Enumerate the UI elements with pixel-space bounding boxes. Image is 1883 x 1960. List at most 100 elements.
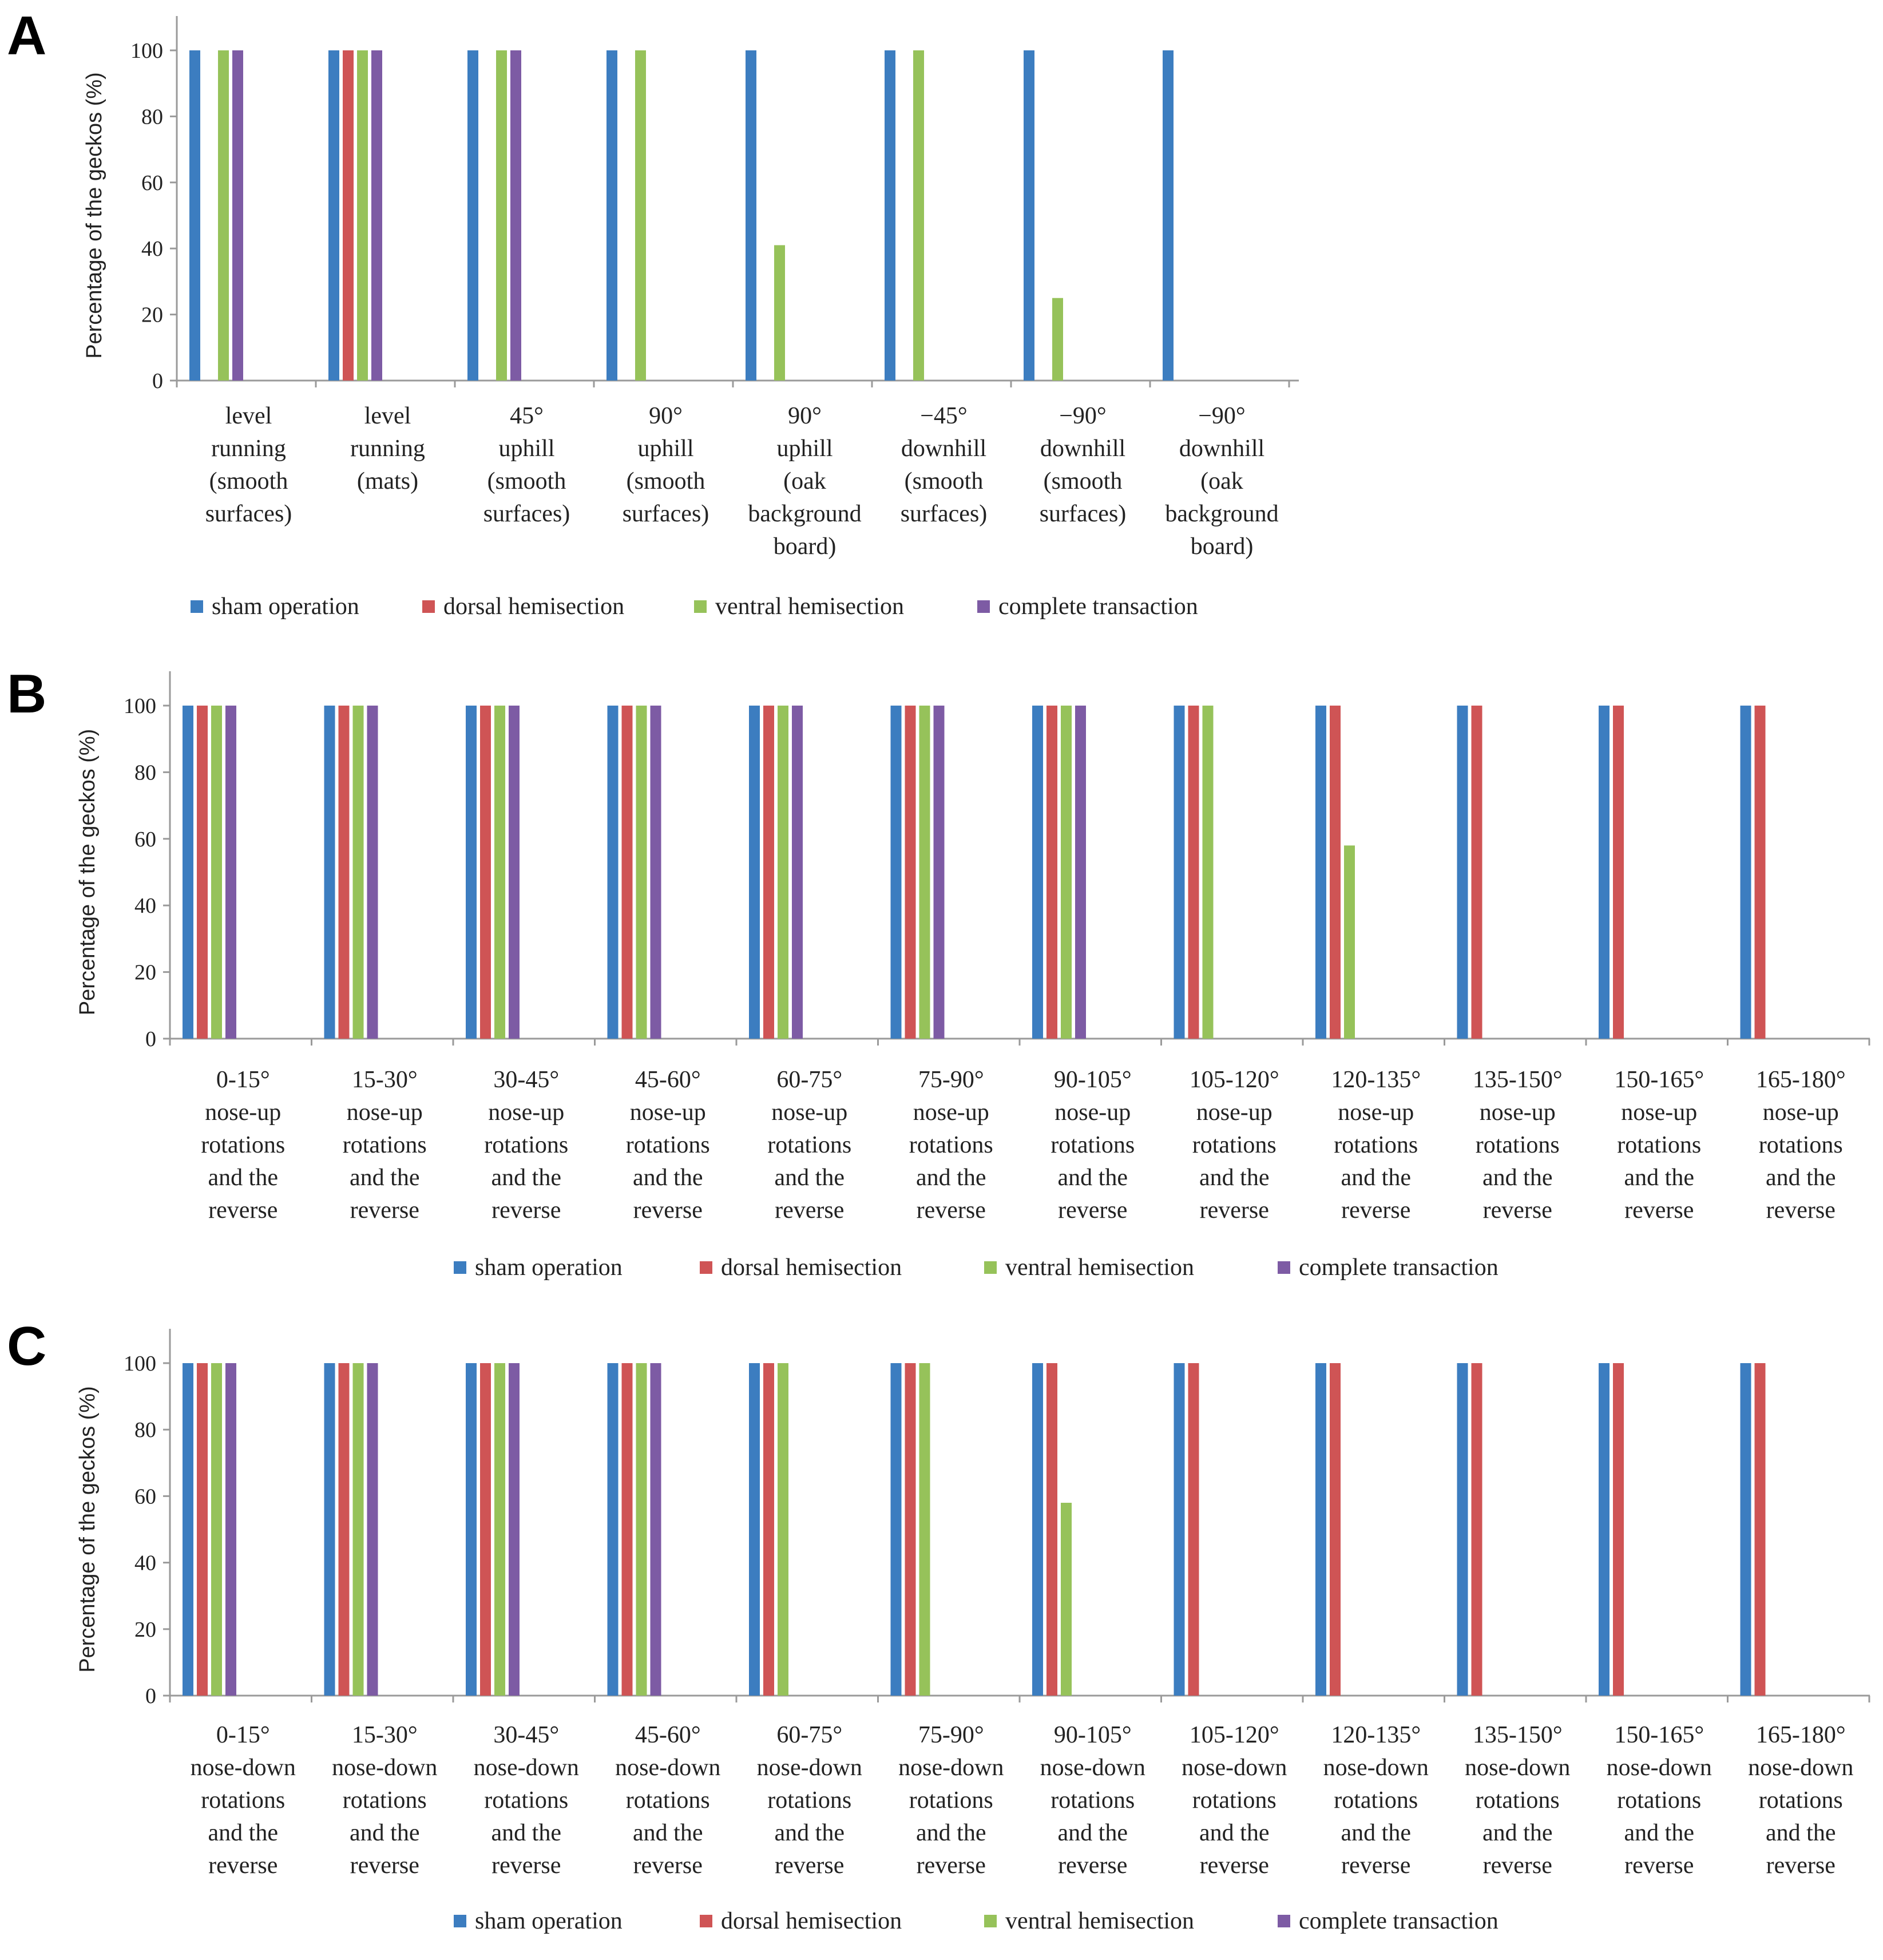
y-tick-label: 20 [134, 1618, 156, 1642]
legend-label: complete transaction [1299, 1254, 1499, 1281]
bar-ventral-hemisection [1344, 845, 1355, 1039]
y-tick-label: 80 [141, 105, 163, 129]
x-category-label: 15-30° nose-down rotations and the reverse [332, 1722, 437, 1879]
bar-sham-operation [1024, 50, 1034, 381]
y-tick-label: 60 [141, 171, 163, 195]
bar-sham-operation [1315, 706, 1326, 1039]
x-category-label: 90-105° nose-up rotations and the reverse [1050, 1067, 1135, 1223]
x-category-label: 30-45° nose-down rotations and the reverse [474, 1722, 579, 1879]
bar-complete-transaction [509, 706, 520, 1039]
bar-sham-operation [1740, 1363, 1751, 1696]
bar-dorsal-hemisection [763, 706, 774, 1039]
bar-dorsal-hemisection [1046, 1363, 1057, 1696]
bar-ventral-hemisection [494, 706, 505, 1039]
x-category-label: 75-90° nose-up rotations and the reverse [909, 1067, 993, 1223]
y-axis-title: Percentage of the geckos (%) [82, 72, 106, 359]
bar-dorsal-hemisection [1754, 1363, 1766, 1696]
bar-sham-operation [885, 50, 895, 381]
x-category-label: 60-75° nose-up rotations and the reverse [767, 1067, 851, 1223]
bar-sham-operation [746, 50, 756, 381]
bar-complete-transaction [367, 706, 378, 1039]
legend-swatch [191, 600, 203, 613]
bar-ventral-hemisection [636, 706, 647, 1039]
bar-complete-transaction [792, 706, 803, 1039]
bar-sham-operation [1315, 1363, 1326, 1696]
bar-ventral-hemisection [352, 706, 364, 1039]
y-tick-label: 100 [124, 1352, 156, 1376]
bar-dorsal-hemisection [1613, 1363, 1624, 1696]
bar-dorsal-hemisection [905, 706, 916, 1039]
chart-panel-b: B 0 20 40 60 80 100 Percentage of the geckos (%… [7, 663, 1870, 1281]
bar-sham-operation [749, 1363, 760, 1696]
x-category-label: 45° uphill (smooth surfaces) [483, 403, 570, 527]
bar-dorsal-hemisection [1471, 1363, 1482, 1696]
bar-dorsal-hemisection [338, 1363, 350, 1696]
bar-sham-operation [1032, 1363, 1043, 1696]
bar-dorsal-hemisection [1471, 706, 1482, 1039]
bar-ventral-hemisection [913, 50, 924, 381]
bar-ventral-hemisection [1202, 706, 1214, 1039]
y-tick-label: 80 [134, 1418, 156, 1442]
x-category-label: 165-180° nose-up rotations and the reverse [1756, 1067, 1846, 1223]
bar-ventral-hemisection [218, 50, 229, 381]
bar-complete-transaction [367, 1363, 378, 1696]
x-category-label: 165-180° nose-down rotations and the reverse [1748, 1722, 1853, 1879]
x-category-label: 150-165° nose-down rotations and the reverse [1607, 1722, 1712, 1879]
x-category-label: 0-15° nose-up rotations and the reverse [201, 1067, 285, 1223]
y-tick-label: 40 [134, 1551, 156, 1575]
bar-sham-operation [183, 706, 193, 1039]
y-tick-label: 0 [152, 369, 163, 393]
bar-sham-operation [1174, 706, 1185, 1039]
bar-ventral-hemisection [1052, 298, 1063, 381]
bar-ventral-hemisection [635, 50, 646, 381]
x-category-label: level running (mats) [350, 403, 425, 494]
legend-swatch [977, 600, 990, 613]
chart-panel-c: C 0 20 40 60 80 100 Percentage of the geckos (%… [7, 1316, 1870, 1934]
y-tick-label: 0 [145, 1684, 156, 1708]
legend-label: dorsal hemisection [721, 1254, 902, 1281]
legend-swatch [700, 1915, 712, 1927]
bar-sham-operation [183, 1363, 193, 1696]
bar-sham-operation [890, 1363, 902, 1696]
x-category-label: 135-150° nose-down rotations and the reverse [1465, 1722, 1570, 1879]
legend-swatch [984, 1261, 997, 1274]
bar-complete-transaction [232, 50, 243, 381]
y-axis-title: Percentage of the geckos (%) [76, 729, 100, 1016]
x-category-label: level running (smooth surfaces) [205, 403, 292, 527]
bar-ventral-hemisection [1061, 1503, 1072, 1696]
bar-dorsal-hemisection [197, 706, 208, 1039]
bar-sham-operation [1174, 1363, 1185, 1696]
panel-label-a: A [7, 5, 46, 66]
x-category-label: 120-135° nose-down rotations and the reverse [1323, 1722, 1429, 1879]
bar-ventral-hemisection [496, 50, 507, 381]
bar-sham-operation [890, 706, 902, 1039]
bar-complete-transaction [371, 50, 382, 381]
y-tick-label: 40 [141, 237, 163, 261]
y-axis-title: Percentage of the geckos (%) [76, 1386, 100, 1673]
x-category-label: 105-120° nose-up rotations and the reverse [1190, 1067, 1279, 1223]
bar-dorsal-hemisection [763, 1363, 774, 1696]
x-category-label: 45-60° nose-down rotations and the reverse [615, 1722, 720, 1879]
bar-dorsal-hemisection [621, 706, 633, 1039]
legend-label: ventral hemisection [1005, 1908, 1194, 1934]
bar-ventral-hemisection [211, 1363, 222, 1696]
bar-sham-operation [607, 706, 619, 1039]
bar-sham-operation [1457, 1363, 1468, 1696]
bar-sham-operation [606, 50, 617, 381]
bar-sham-operation [466, 706, 477, 1039]
bar-ventral-hemisection [919, 1363, 930, 1696]
bar-dorsal-hemisection [1754, 706, 1766, 1039]
panel-label-b: B [7, 663, 46, 724]
bar-ventral-hemisection [357, 50, 368, 381]
bar-dorsal-hemisection [1188, 706, 1199, 1039]
bar-sham-operation [1599, 1363, 1610, 1696]
x-category-label: −90° downhill (smooth surfaces) [1040, 403, 1127, 527]
y-tick-label: 100 [130, 39, 163, 63]
bar-sham-operation [1740, 706, 1751, 1039]
bar-dorsal-hemisection [1613, 706, 1624, 1039]
bar-ventral-hemisection [636, 1363, 647, 1696]
bar-dorsal-hemisection [1188, 1363, 1199, 1696]
bar-sham-operation [467, 50, 478, 381]
x-category-label: 90° uphill (oak background board) [748, 403, 861, 560]
chart-panel-a: A 0 20 40 60 80 100 Percentage of the geckos (%… [7, 5, 1299, 620]
